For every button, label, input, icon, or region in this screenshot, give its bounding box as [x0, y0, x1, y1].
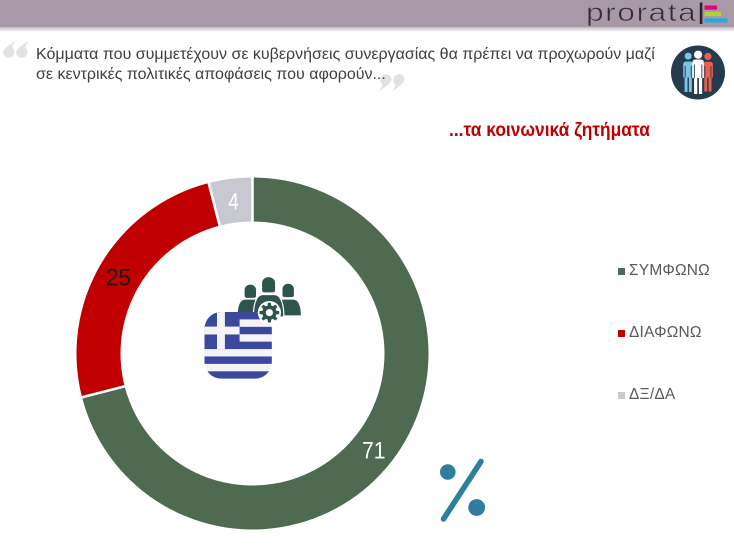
svg-text:4: 4 [228, 189, 239, 216]
svg-text:25: 25 [106, 265, 131, 292]
svg-text:71: 71 [362, 438, 386, 465]
